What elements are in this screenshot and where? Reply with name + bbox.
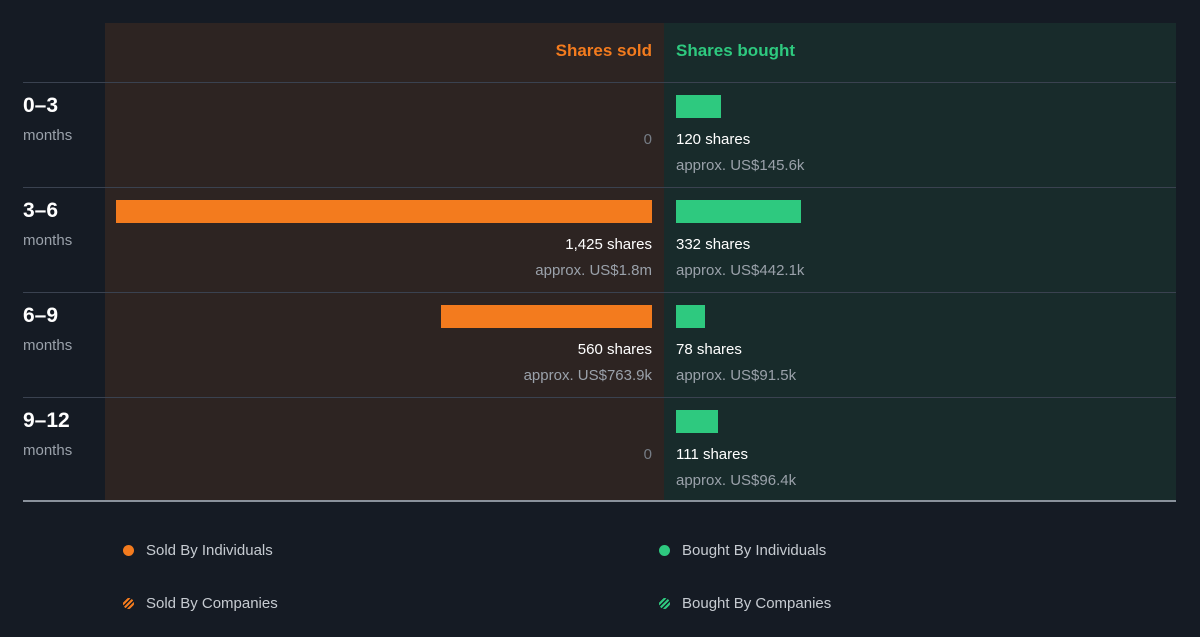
period-label: 6–9 <box>23 304 59 327</box>
row-divider <box>23 82 1176 83</box>
row-divider <box>23 292 1176 293</box>
legend-label: Sold By Companies <box>146 595 278 612</box>
legend-striped-dot-icon <box>123 598 134 609</box>
period-unit-label: months <box>23 442 73 459</box>
bought-approx-value: approx. US$91.5k <box>676 367 797 384</box>
period-label: 0–3 <box>23 94 59 117</box>
bought-value-label: 332 shares <box>676 236 751 253</box>
sold-value-label: 1,425 shares <box>565 236 652 253</box>
chart-row-0: 0–3 months 0 120 shares approx. US$145.6k <box>0 85 1200 190</box>
bought-bar <box>676 305 705 328</box>
bought-panel <box>664 23 1176 502</box>
chart-row-1: 3–6 months 1,425 shares approx. US$1.8m 332 … <box>0 190 1200 295</box>
period-unit-label: months <box>23 337 73 354</box>
bought-bar <box>676 200 801 223</box>
bought-approx-value: approx. US$442.1k <box>676 262 805 279</box>
sold-value-label: 560 shares <box>577 341 652 358</box>
bought-bar <box>676 410 718 433</box>
sold-approx-value: approx. US$1.8m <box>535 262 652 279</box>
chart-baseline <box>23 500 1176 502</box>
period-unit-label: months <box>23 232 73 249</box>
bought-approx-value: approx. US$145.6k <box>676 157 805 174</box>
sold-panel <box>105 23 664 502</box>
sold-value-label: 0 <box>643 446 652 463</box>
bought-value-label: 111 shares <box>676 446 748 463</box>
legend-label: Sold By Individuals <box>146 542 273 559</box>
row-divider <box>23 397 1176 398</box>
bought-bar <box>676 95 721 118</box>
legend-striped-dot-icon <box>659 598 670 609</box>
sold-bar <box>441 305 652 328</box>
chart-row-2: 6–9 months 560 shares approx. US$763.9k 78 s… <box>0 295 1200 400</box>
period-label: 3–6 <box>23 199 59 222</box>
legend-label: Bought By Individuals <box>682 542 827 559</box>
legend-label: Bought By Companies <box>682 595 832 612</box>
row-divider <box>23 187 1176 188</box>
bought-approx-value: approx. US$96.4k <box>676 472 797 489</box>
shares-sold-header: Shares sold <box>555 41 652 60</box>
bought-value-label: 78 shares <box>676 341 742 358</box>
bought-value-label: 120 shares <box>676 131 751 148</box>
shares-bought-header: Shares bought <box>676 41 796 60</box>
sold-value-label: 0 <box>643 131 652 148</box>
sold-approx-value: approx. US$763.9k <box>523 367 652 384</box>
legend-dot-icon <box>123 545 134 556</box>
period-unit-label: months <box>23 127 73 144</box>
period-label: 9–12 <box>23 409 70 432</box>
legend-dot-icon <box>659 545 670 556</box>
chart-row-3: 9–12 months 0 111 shares approx. US$96.4k <box>0 400 1200 505</box>
sold-bar <box>116 200 652 223</box>
